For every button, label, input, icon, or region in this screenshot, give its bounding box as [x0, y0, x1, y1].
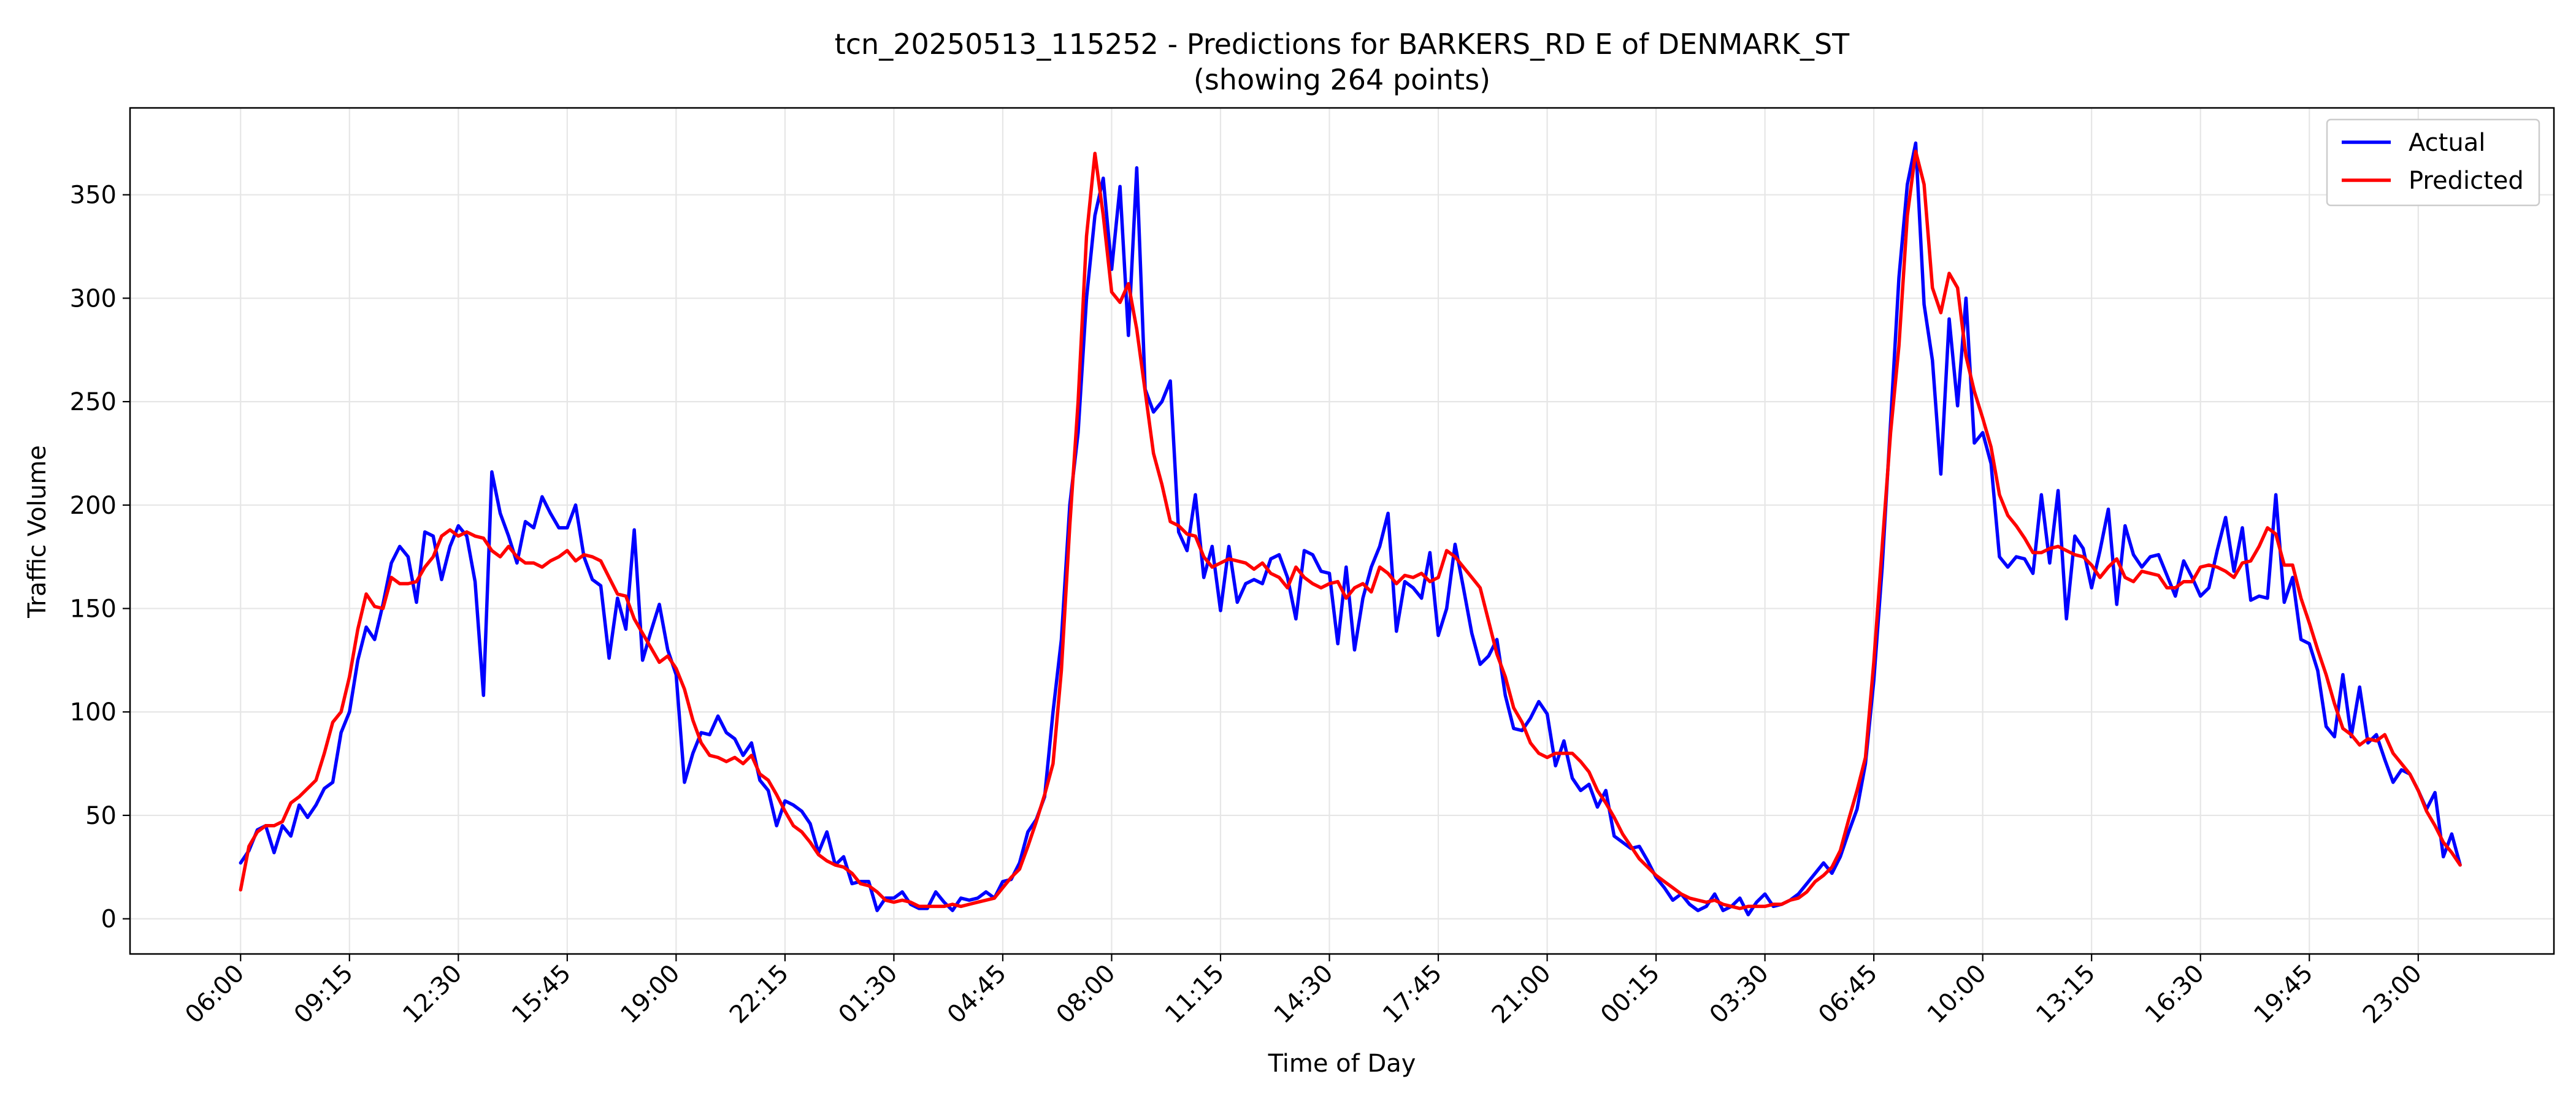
legend-label-predicted: Predicted: [2409, 167, 2524, 195]
legend: Actual Predicted: [2326, 118, 2540, 207]
chart-title: tcn_20250513_115252 - Predictions for BA…: [835, 28, 1850, 61]
y-tick-label: 0: [101, 906, 117, 934]
x-axis-label: Time of Day: [1268, 1050, 1416, 1078]
series-lines: [239, 141, 2462, 917]
y-tick-label: 100: [70, 698, 117, 727]
y-tick-label: 300: [70, 284, 117, 313]
y-axis-ticks: 0 50 100 150 200 250 300 350: [70, 181, 130, 934]
plot-frame: [129, 107, 2555, 955]
y-axis-label: Traffic Volume: [23, 445, 52, 619]
y-tick-label: 350: [70, 181, 117, 210]
legend-label-actual: Actual: [2409, 129, 2485, 157]
chart-subtitle: (showing 264 points): [1194, 63, 1490, 96]
y-tick-label: 250: [70, 388, 117, 416]
series-line-actual: [239, 141, 2462, 917]
y-tick-label: 150: [70, 595, 117, 624]
series-line-predicted: [239, 150, 2462, 910]
y-tick-label: 50: [85, 802, 117, 830]
y-tick-label: 200: [70, 492, 117, 520]
